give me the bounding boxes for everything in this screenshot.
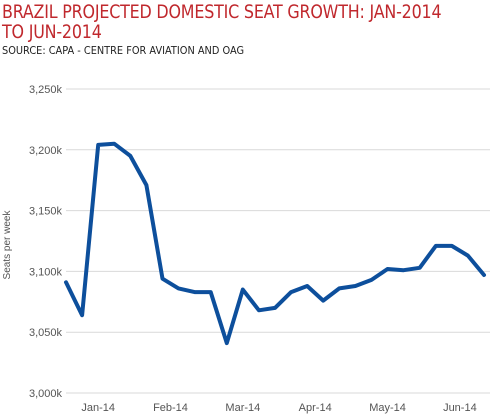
y-tick-label: 3,000k [29, 388, 63, 400]
y-tick-label: 3,200k [29, 145, 63, 157]
x-tick-label: Mar-14 [225, 402, 260, 414]
x-tick-label: Feb-14 [153, 402, 188, 414]
y-tick-label: 3,150k [29, 206, 63, 218]
gridlines [66, 88, 490, 394]
x-tick-label: Apr-14 [299, 402, 332, 414]
x-tick-label: May-14 [369, 402, 406, 414]
y-axis-label: Seats per week [2, 210, 13, 280]
chart-source: SOURCE: CAPA - CENTRE FOR AVIATION AND O… [2, 45, 245, 57]
series-line [64, 141, 486, 346]
x-axis-ticks: Jan-14 Feb-14 Mar-14 Apr-14 May-14 Jun-14 [81, 402, 476, 414]
y-tick-label: 3,050k [29, 327, 63, 339]
y-tick-label: 3,250k [29, 84, 63, 96]
y-tick-label: 3,100k [29, 266, 63, 278]
y-axis-ticks: 3,000k 3,050k 3,100k 3,150k 3,200k 3,250k [29, 84, 63, 400]
x-tick-label: Jun-14 [443, 402, 477, 414]
chart-title: BRAZIL PROJECTED DOMESTIC SEAT GROWTH: J… [2, 1, 442, 43]
x-tick-label: Jan-14 [81, 402, 115, 414]
